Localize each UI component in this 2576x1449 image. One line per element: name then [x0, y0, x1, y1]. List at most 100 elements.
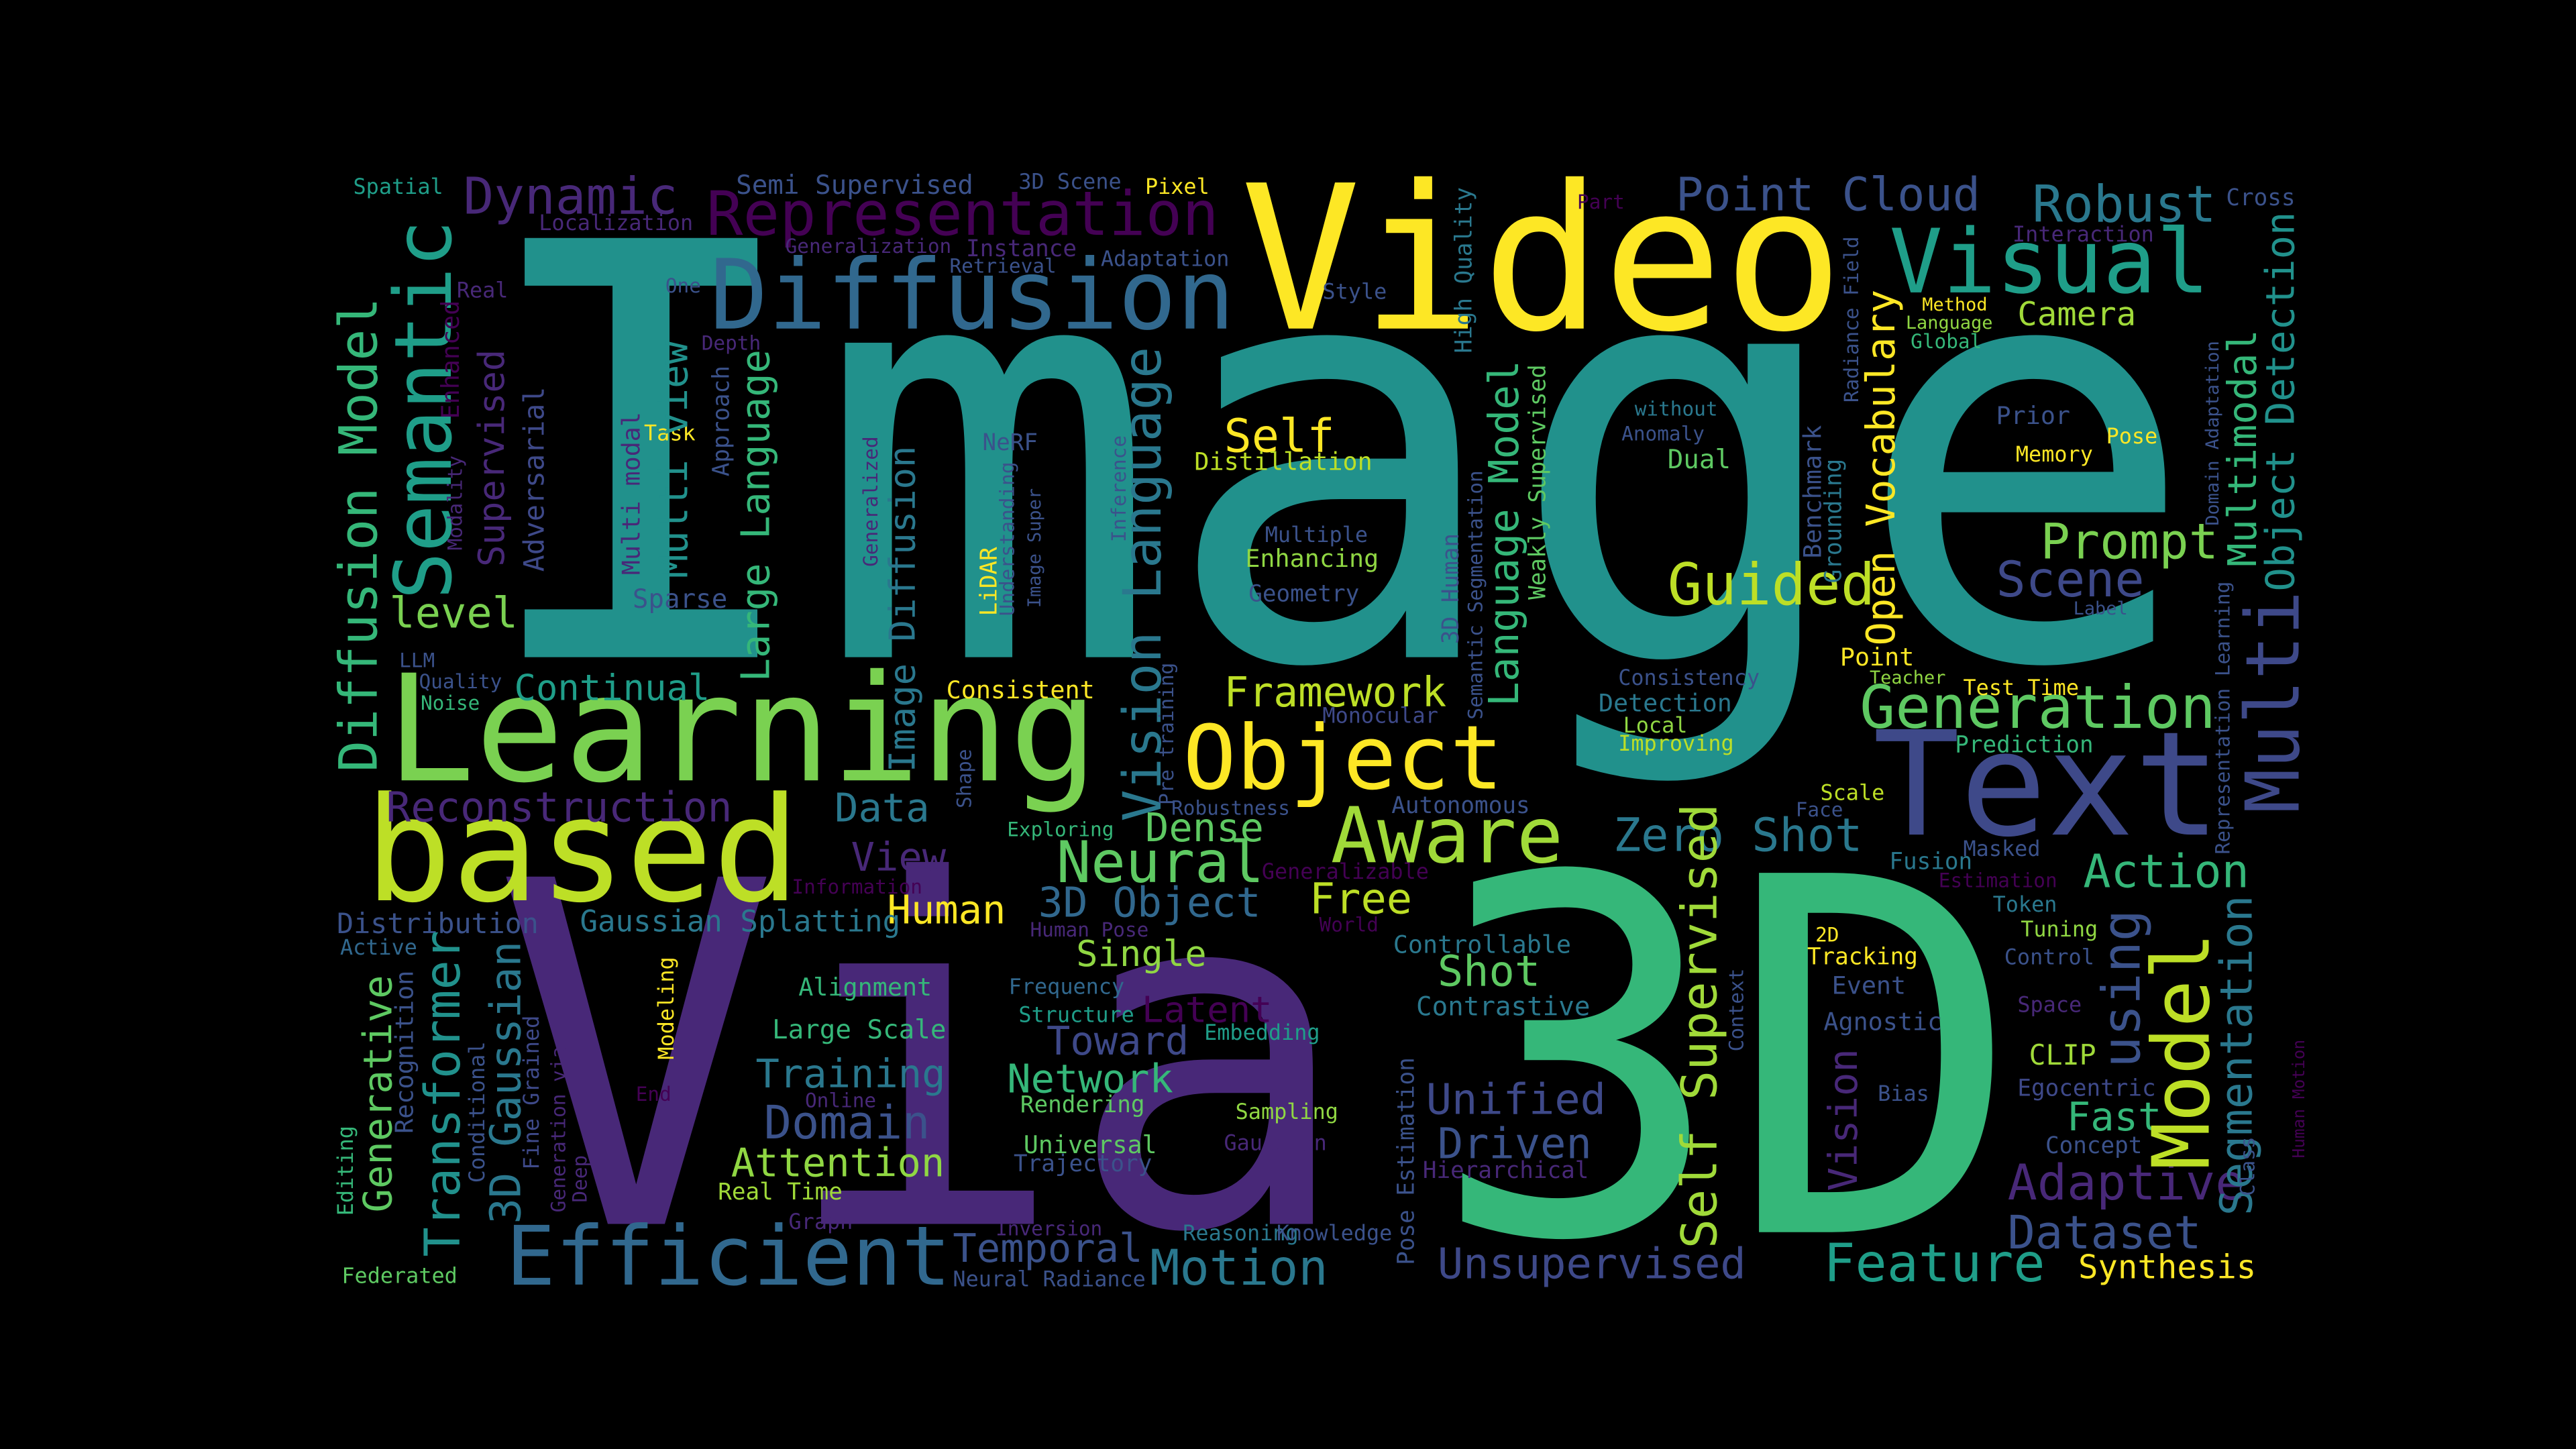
word: Embedding	[1204, 1020, 1320, 1045]
word: Dataset	[2008, 1206, 2202, 1260]
word: Event	[1832, 971, 1907, 1000]
word: Dense	[1145, 804, 1264, 851]
word: Memory	[2016, 441, 2093, 467]
word: Reconstruction	[386, 784, 733, 831]
word: Scene	[1996, 551, 2145, 608]
word: Human Pose	[1030, 918, 1149, 941]
word: Unified	[1426, 1075, 1606, 1124]
word: Universal	[1024, 1130, 1157, 1159]
word: Cross	[2226, 184, 2295, 211]
word: Weakly Supervised	[1525, 364, 1552, 600]
word: Tracking	[1807, 944, 1918, 971]
word: Language	[1906, 313, 1993, 333]
word: Sampling	[1236, 1099, 1338, 1124]
word: Test Time	[1964, 675, 2079, 700]
word: Open Vocabulary	[1858, 290, 1904, 646]
word: Graph	[789, 1209, 853, 1234]
word: Adversarial	[517, 387, 550, 572]
word: Supervised	[470, 350, 513, 567]
word: Diffusion	[710, 239, 1235, 352]
word: Semi Supervised	[736, 170, 973, 201]
word: Control	[2004, 945, 2094, 970]
word: Generalizable	[1262, 859, 1429, 884]
word: Toward	[1046, 1018, 1189, 1064]
word: Approach	[708, 366, 735, 476]
word: Vision Language	[1112, 347, 1173, 822]
word: Shot	[1438, 947, 1540, 996]
word: Model	[2136, 932, 2228, 1170]
word: Single	[1076, 932, 1207, 975]
word: Fast	[2067, 1093, 2162, 1140]
word: Latent	[1142, 988, 1273, 1030]
word: Geometry	[1248, 580, 1359, 607]
word: NeRF	[982, 429, 1038, 456]
word: Controllable	[1393, 930, 1571, 959]
word: Semantic	[378, 220, 470, 600]
word: Global	[1911, 330, 1982, 353]
word: Human	[887, 886, 1006, 932]
word: Representation Learning	[2212, 582, 2235, 855]
word: Action	[2083, 845, 2249, 898]
word: Generalized	[859, 436, 882, 567]
word: Robust	[2032, 175, 2216, 234]
word: Monocular	[1322, 703, 1438, 729]
word: Depth	[702, 332, 761, 355]
word: Conditional	[464, 1041, 490, 1183]
word: Federated	[341, 1263, 457, 1289]
word: Enhanced	[436, 301, 465, 419]
word: Pose	[2106, 423, 2158, 449]
word: Instance	[966, 235, 1077, 262]
word: Multiple	[1265, 522, 1368, 547]
word: Concept	[2045, 1132, 2142, 1159]
word: Editing	[333, 1126, 358, 1216]
word: Prediction	[1955, 732, 2093, 759]
word: Rendering	[1020, 1091, 1145, 1118]
word: Trajectory	[1014, 1150, 1152, 1177]
word: Large Language	[733, 350, 779, 682]
word: without	[1635, 398, 1718, 421]
word: Information	[792, 875, 922, 898]
word: Agnostic	[1823, 1008, 1942, 1036]
word: Style	[1322, 279, 1387, 305]
word: Real Time	[718, 1179, 843, 1205]
word: 3D Object	[1038, 879, 1261, 927]
word: Online	[805, 1089, 876, 1112]
word: Gaussian Splatting	[580, 905, 900, 939]
word: Pre training	[1155, 663, 1178, 805]
word: Fusion	[1889, 849, 1972, 875]
word: Unsupervised	[1438, 1239, 1746, 1289]
word: Prompt	[2041, 514, 2218, 571]
word: Improving	[1618, 731, 1733, 756]
word: Aware	[1331, 792, 1563, 881]
word: Attention	[731, 1139, 945, 1185]
word: Recognition	[390, 971, 419, 1134]
word: 3D Gaussian	[482, 941, 531, 1224]
word: Multimodal	[2219, 329, 2265, 567]
word: Tuning	[2021, 916, 2098, 942]
word: Consistent	[947, 676, 1095, 704]
word: Class	[2236, 1136, 2259, 1195]
word: Gaussian	[1224, 1130, 1326, 1155]
word: Generation via	[547, 1046, 570, 1213]
word: Image Diffusion	[881, 446, 923, 772]
word: Benchmark	[1798, 425, 1827, 559]
word: Reasoning	[1183, 1220, 1298, 1246]
word: Human Motion	[2289, 1040, 2308, 1159]
word: Hierarchical	[1423, 1157, 1589, 1184]
word: Learning	[386, 643, 1099, 815]
word: Domain Adaptation	[2202, 341, 2223, 526]
word: Radiance Field	[1840, 236, 1863, 402]
word: Spatial	[354, 174, 443, 199]
word: Robustness	[1171, 797, 1290, 820]
word: Egocentric	[2017, 1075, 2155, 1102]
word: Inversion	[996, 1218, 1102, 1240]
word: Temporal	[953, 1225, 1142, 1271]
word: Large Scale	[772, 1015, 946, 1045]
word: Alignment	[798, 973, 932, 1002]
word: Method	[1922, 294, 1987, 315]
word: View	[851, 834, 947, 880]
word: High Quality	[1450, 187, 1477, 354]
word: Masked	[1964, 836, 2041, 861]
